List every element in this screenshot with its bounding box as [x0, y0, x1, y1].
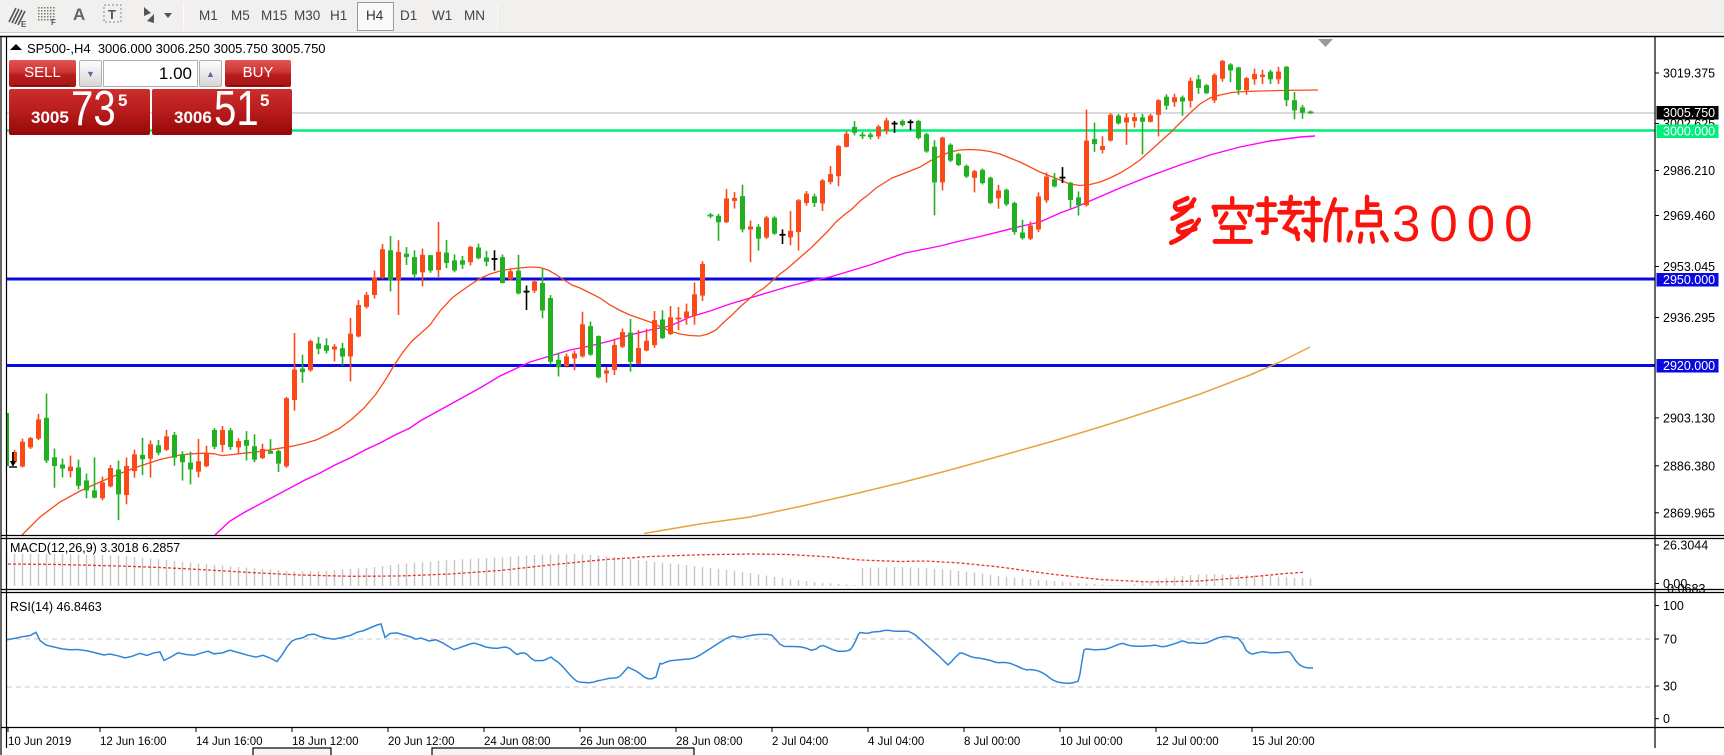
svg-text:14 Jun 16:00: 14 Jun 16:00	[196, 736, 263, 748]
svg-text:3000: 3000	[1392, 195, 1541, 252]
svg-text:4 Jul 04:00: 4 Jul 04:00	[868, 736, 924, 748]
svg-text:2953.045: 2953.045	[1663, 260, 1715, 274]
svg-text:100: 100	[1663, 599, 1684, 613]
svg-text:2986.210: 2986.210	[1663, 164, 1715, 178]
svg-text:2969.460: 2969.460	[1663, 209, 1715, 223]
svg-text:2936.295: 2936.295	[1663, 311, 1715, 325]
svg-text:18 Jun 12:00: 18 Jun 12:00	[292, 736, 359, 748]
svg-text:10 Jul 00:00: 10 Jul 00:00	[1060, 736, 1123, 748]
svg-text:10 Jun 2019: 10 Jun 2019	[8, 736, 71, 748]
svg-text:2869.965: 2869.965	[1663, 506, 1715, 520]
svg-text:MACD(12,26,9) 3.3018 6.2857: MACD(12,26,9) 3.3018 6.2857	[10, 541, 180, 555]
svg-text:12 Jun 16:00: 12 Jun 16:00	[100, 736, 167, 748]
svg-text:T: T	[108, 7, 116, 22]
svg-text:3019.375: 3019.375	[1663, 67, 1715, 81]
svg-text:-0.0683: -0.0683	[1663, 582, 1705, 596]
svg-text:2 Jul 04:00: 2 Jul 04:00	[772, 736, 828, 748]
svg-text:12 Jul 00:00: 12 Jul 00:00	[1156, 736, 1219, 748]
svg-text:2886.380: 2886.380	[1663, 459, 1715, 473]
svg-text:E: E	[21, 20, 27, 28]
svg-text:RSI(14) 46.8463: RSI(14) 46.8463	[10, 600, 102, 614]
svg-text:20 Jun 12:00: 20 Jun 12:00	[388, 736, 455, 748]
svg-text:15 Jul 20:00: 15 Jul 20:00	[1252, 736, 1315, 748]
svg-text:2920.000: 2920.000	[1663, 359, 1715, 373]
svg-text:26.3044: 26.3044	[1663, 539, 1708, 553]
svg-text:2903.130: 2903.130	[1663, 411, 1715, 425]
svg-text:0: 0	[1663, 712, 1670, 726]
svg-text:24 Jun 08:00: 24 Jun 08:00	[484, 736, 551, 748]
svg-text:2950.000: 2950.000	[1663, 273, 1715, 287]
svg-text:28 Jun 08:00: 28 Jun 08:00	[676, 736, 743, 748]
svg-text:26 Jun 08:00: 26 Jun 08:00	[580, 736, 647, 748]
svg-text:3005.750: 3005.750	[1663, 106, 1715, 120]
svg-text:3000.000: 3000.000	[1663, 125, 1715, 139]
svg-text:30: 30	[1663, 680, 1677, 694]
svg-text:0.00: 0.00	[1663, 577, 1687, 591]
svg-text:SP500-,H4 3006.000 3006.250 3: SP500-,H4 3006.000 3006.250 3005.750 300…	[27, 41, 326, 56]
svg-text:8 Jul 00:00: 8 Jul 00:00	[964, 736, 1020, 748]
svg-text:70: 70	[1663, 633, 1677, 647]
svg-text:F: F	[51, 18, 56, 27]
